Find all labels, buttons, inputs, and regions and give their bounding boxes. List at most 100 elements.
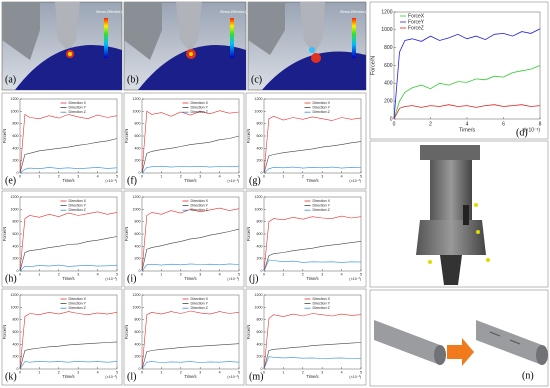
series-line (141, 310, 240, 370)
y-tick-label: 200 (13, 257, 19, 261)
x-tick-label: 0 (19, 273, 21, 277)
x-tick-label: 3 (77, 371, 79, 375)
y-tick-label: 800 (257, 122, 263, 126)
legend-label: Direction Y (191, 302, 209, 306)
y-axis-label: Force/N (2, 227, 7, 242)
y-tick-label: 800 (135, 220, 141, 224)
x-tick-label: 2 (58, 273, 60, 277)
x-tick-label: 1 (282, 175, 284, 179)
legend-label: Direction X (191, 297, 209, 301)
y-axis-label: Force/N (124, 325, 129, 340)
x-tick-label: 3 (77, 273, 79, 277)
x-tick-label: 3 (199, 371, 201, 375)
x-tick-label: 2 (58, 371, 60, 375)
legend-label: Direction Y (69, 204, 87, 208)
x-tick-label: 5 (238, 175, 240, 179)
y-tick-label: 1200 (255, 97, 263, 101)
y-tick-label: 1200 (255, 293, 263, 297)
legend-label: ForceX (408, 13, 425, 19)
x-tick-label: 3 (321, 273, 323, 277)
y-tick-label: 1000 (133, 109, 141, 113)
legend-label: ForceZ (408, 25, 424, 31)
x-axis-label: Time/s (62, 374, 74, 379)
y-tick-label: 0 (139, 269, 141, 273)
series-line (141, 110, 240, 174)
x-tick-label: 1 (38, 175, 40, 179)
y-tick-label: 1000 (255, 207, 263, 211)
y-tick-label: 0 (17, 367, 19, 371)
x-unit: (×10⁻³) (227, 179, 239, 183)
y-tick-label: 800 (135, 122, 141, 126)
legend-label: Direction X (313, 199, 331, 203)
x-tick-label: 0 (141, 371, 143, 375)
y-axis-label: Force/N (370, 56, 376, 76)
x-unit: (×10⁻³) (349, 277, 361, 281)
y-tick-label: 200 (135, 355, 141, 359)
y-tick-label: 800 (257, 318, 263, 322)
legend-label: Direction X (191, 199, 209, 203)
x-unit: (×10⁻³) (227, 375, 239, 379)
y-axis-label: Force/N (246, 325, 251, 340)
x-tick-label: 5 (116, 273, 118, 277)
x-tick-label: 4 (219, 371, 221, 375)
series-line (19, 360, 118, 370)
x-axis-label: Time/s (184, 178, 196, 183)
x-tick-label: 0 (263, 371, 265, 375)
legend-label: Direction Y (313, 204, 331, 208)
x-tick-label: 1 (282, 273, 284, 277)
series-line (19, 113, 118, 174)
legend-label: Direction Y (69, 106, 87, 110)
x-tick-label: 0 (19, 371, 21, 375)
y-tick-label: 800 (13, 318, 19, 322)
x-tick-label: 5 (360, 175, 362, 179)
y-tick-label: 0 (17, 171, 19, 175)
series-line (263, 115, 362, 174)
y-tick-label: 1000 (11, 305, 19, 309)
tool-image (369, 140, 549, 288)
y-tick-label: 200 (257, 159, 263, 163)
y-tick-label: 200 (257, 355, 263, 359)
y-tick-label: 400 (135, 342, 141, 346)
y-tick-label: 400 (135, 244, 141, 248)
legend-label: Direction Z (313, 208, 331, 212)
x-tick-label: 2 (302, 273, 304, 277)
series-line (19, 167, 118, 174)
y-tick-label: 200 (13, 355, 19, 359)
series-line (19, 341, 118, 370)
series-line (263, 166, 362, 174)
series-line (19, 211, 118, 272)
y-tick-label: 200 (13, 159, 19, 163)
x-tick-label: 0 (141, 273, 143, 277)
y-tick-label: 0 (390, 116, 393, 122)
y-tick-label: 400 (13, 146, 19, 150)
x-tick-label: 4 (341, 371, 343, 375)
y-tick-label: 400 (13, 244, 19, 248)
y-tick-label: 0 (139, 367, 141, 371)
y-tick-label: 0 (261, 269, 263, 273)
legend-label: Direction Z (313, 110, 331, 114)
y-tick-label: 1200 (381, 9, 392, 15)
series-line (141, 343, 240, 370)
x-axis-label: Time/s (459, 127, 476, 133)
legend-label: Direction X (69, 297, 87, 301)
y-axis-label: Force/N (246, 227, 251, 242)
y-tick-label: 800 (384, 45, 393, 51)
x-tick-label: 2 (302, 175, 304, 179)
y-tick-label: 600 (13, 232, 19, 236)
y-tick-label: 1200 (11, 293, 19, 297)
x-tick-label: 2 (180, 175, 182, 179)
legend-label: Direction Y (69, 302, 87, 306)
series-line (19, 311, 118, 370)
stress-legend-title: Stress-Effective (MPa) (340, 10, 375, 14)
legend-label: ForceY (408, 19, 425, 25)
x-tick-label: 1 (38, 273, 40, 277)
x-tick-label: 2 (58, 175, 60, 179)
series-line (141, 135, 240, 174)
y-tick-label: 200 (384, 98, 393, 104)
y-tick-label: 1000 (133, 305, 141, 309)
x-unit: (×10⁻³) (105, 375, 117, 379)
panel-label: (e) (5, 175, 16, 186)
panel-label: (n) (522, 370, 534, 381)
